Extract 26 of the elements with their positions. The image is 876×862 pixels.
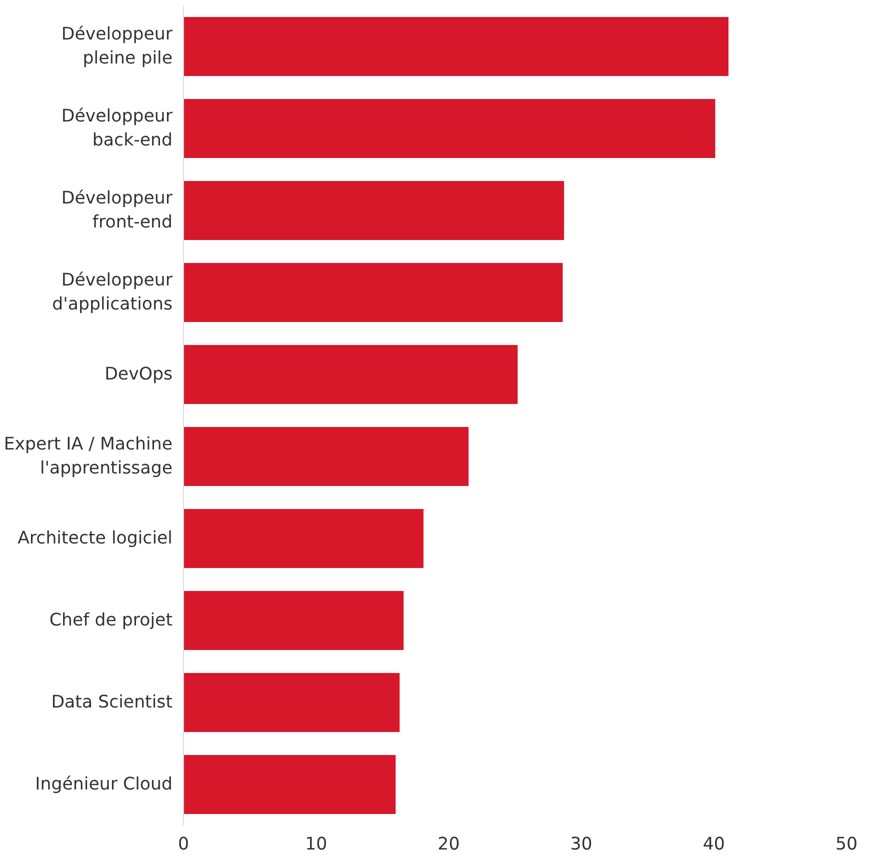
y-tick-label: Développeur back-end	[61, 106, 174, 150]
y-tick-label: Chef de projet	[49, 610, 173, 630]
x-tick-label: 0	[178, 834, 190, 854]
y-tick-label: Développeur d'applications	[52, 270, 174, 314]
bar	[184, 754, 396, 814]
bar	[184, 180, 564, 240]
bar	[184, 590, 404, 650]
x-tick-label: 40	[702, 834, 725, 854]
y-tick-label: DevOps	[104, 364, 173, 384]
bar	[184, 426, 469, 486]
y-tick-label: Architecte logiciel	[18, 528, 173, 548]
y-tick-label: Développeur pleine pile	[61, 24, 174, 68]
x-tick-label: 30	[570, 834, 592, 854]
bar	[184, 672, 400, 732]
y-tick-label: Ingénieur Cloud	[35, 774, 173, 794]
y-tick-label: Développeur front-end	[61, 188, 174, 232]
x-tick-label: 50	[835, 834, 858, 854]
bar	[184, 98, 716, 158]
bar	[184, 16, 728, 76]
x-tick-label: 10	[305, 834, 328, 854]
bar	[184, 344, 518, 404]
x-tick-label: 20	[438, 834, 460, 854]
bar	[184, 262, 563, 322]
bar	[184, 508, 424, 568]
y-tick-label: Data Scientist	[51, 692, 173, 712]
y-tick-label: Expert IA / Machine l'apprentissage	[4, 434, 173, 478]
